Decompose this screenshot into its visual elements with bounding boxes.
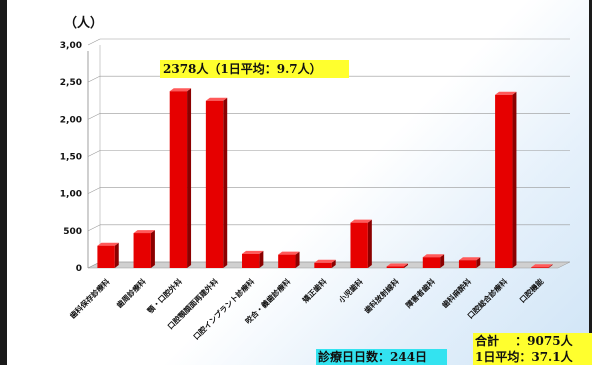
x-category-label: 障害者歯科 [403,276,437,310]
bar [97,242,119,268]
y-tick-label: 3,00 [60,41,82,51]
total-line: 合計 ：9075人 [475,334,573,348]
bar [458,257,481,268]
x-category-label: 歯科麻酔科 [439,276,473,310]
x-category-label: 小児歯科 [336,276,365,305]
x-category-label: 矯正歯科 [300,276,329,305]
gridline-diagonal [87,150,101,157]
total-box: 合計 ：9075人 1日平均：37.1人 [473,333,592,365]
bar [169,88,192,268]
gridline-diagonal [87,187,101,194]
x-category-label: 顎・口腔外科 [145,276,184,315]
bar [531,264,553,268]
left-border [0,0,7,365]
right-border [589,0,592,365]
x-category-label: 歯周診療科 [114,276,148,310]
y-tick-label: 2,50 [60,78,82,88]
y-tick-label: 2,00 [60,115,82,125]
bar [133,230,155,268]
gridline-diagonal [87,75,101,83]
treatment-days-box: 診療日日数：244日 [316,349,447,365]
average-line: 1日平均：37.1人 [475,350,573,364]
bar [242,250,264,268]
bar [350,219,372,268]
bar [205,97,228,268]
bar [495,91,517,268]
bar [278,251,300,268]
gridline-diagonal [87,113,101,120]
y-tick-label: 500 [63,227,82,237]
x-category-label: 歯科保存診療科 [67,276,112,321]
bar [422,254,445,268]
x-category-label: 歯科放射線科 [362,276,401,315]
y-tick-label: 1,00 [60,190,82,200]
gridline-diagonal [87,224,101,232]
gridline-diagonal [87,38,101,46]
x-category-label: 口腔インプラント診療科 [191,276,257,342]
bar [314,259,336,268]
bar [386,263,408,268]
y-tick-label: 1,50 [60,153,82,163]
x-category-label: 口腔機能 [517,276,546,305]
y-axis-unit-label: （人） [64,16,104,31]
annotation-callout: 2378人（1日平均：9.7人） [160,60,349,78]
y-tick-label: 0 [76,264,82,274]
